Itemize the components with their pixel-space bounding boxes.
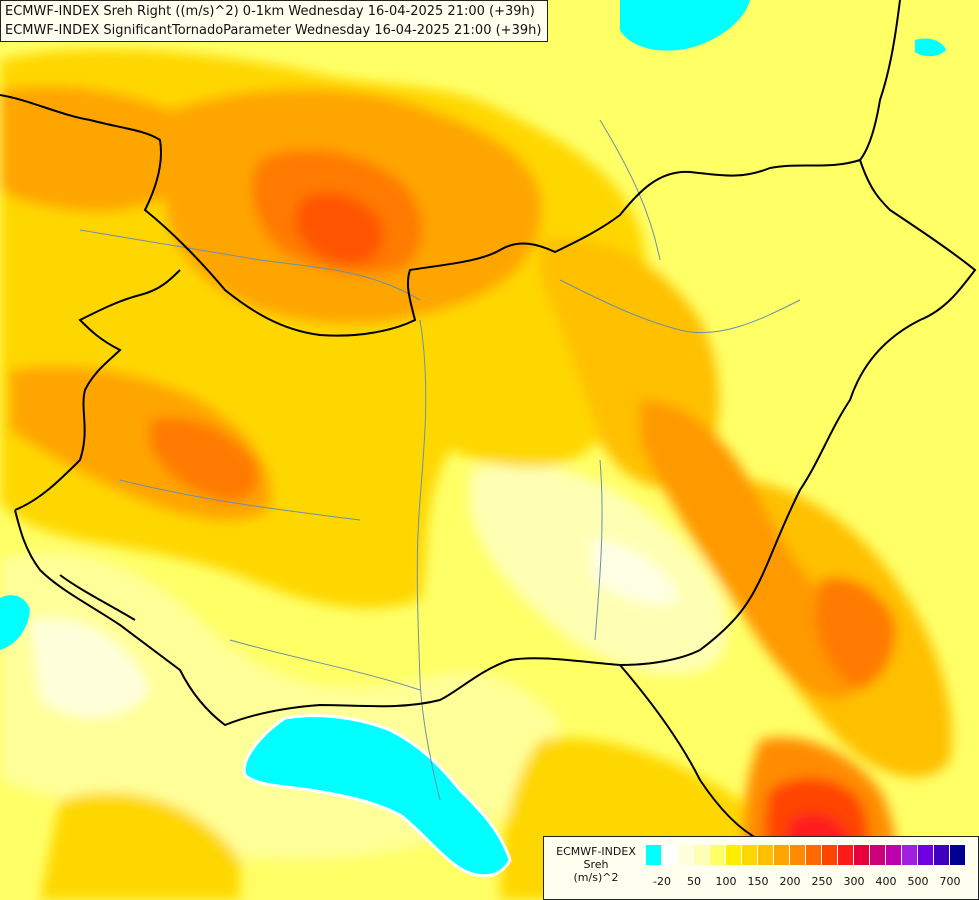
dark-orange-core-west <box>150 417 259 501</box>
map-title-box: ECMWF-INDEX Sreh Right ((m/s)^2) 0-1km W… <box>0 0 548 42</box>
legend-swatch-18 <box>934 845 950 865</box>
legend-swatch-6 <box>742 845 758 865</box>
border-southwest-2 <box>59 574 136 621</box>
legend-tick-9: 700 <box>939 875 961 888</box>
legend-swatch-8 <box>774 845 790 865</box>
legend-swatch-15 <box>886 845 902 865</box>
cyan-zone-northeast <box>915 38 946 57</box>
orange-zone-east <box>640 400 871 700</box>
border-southeast <box>619 664 761 841</box>
color-legend: ECMWF-INDEX Sreh (m/s)^2 -20 50 100 150 200 2… <box>543 836 979 900</box>
legend-tick-6: 300 <box>843 875 865 888</box>
legend-tick-3: 150 <box>747 875 769 888</box>
legend-title-line-3: (m/s)^2 <box>573 871 619 884</box>
border-northeast <box>859 0 901 161</box>
cyan-zone-lake <box>242 714 512 878</box>
legend-swatches <box>646 845 966 865</box>
legend-swatch-7 <box>758 845 774 865</box>
border-north <box>0 94 861 337</box>
legend-tick-2: 100 <box>715 875 737 888</box>
legend-tick-4: 200 <box>779 875 801 888</box>
legend-swatch-4 <box>710 845 726 865</box>
border-east <box>619 159 977 666</box>
legend-swatch-0 <box>646 845 662 865</box>
white-zone-center <box>590 540 680 604</box>
gold-zone-southwest <box>40 792 240 900</box>
legend-title: ECMWF-INDEX Sreh (m/s)^2 <box>548 845 644 884</box>
legend-swatch-16 <box>902 845 918 865</box>
legend-ticks: -20 50 100 150 200 250 300 400 500 700 <box>646 875 976 889</box>
legend-swatch-3 <box>694 845 710 865</box>
legend-swatch-12 <box>838 845 854 865</box>
legend-swatch-19 <box>950 845 966 865</box>
pale-zone-south <box>30 618 150 719</box>
legend-swatch-17 <box>918 845 934 865</box>
legend-swatch-9 <box>790 845 806 865</box>
cyan-zone-north <box>620 0 750 51</box>
orange-zone-northwest <box>0 86 196 212</box>
border-south <box>14 509 621 727</box>
legend-swatch-1 <box>662 845 678 865</box>
legend-title-line-1: ECMWF-INDEX <box>556 845 636 858</box>
legend-swatch-2 <box>678 845 694 865</box>
rivers <box>79 119 801 801</box>
title-line-2: ECMWF-INDEX SignificantTornadoParameter … <box>5 23 542 38</box>
legend-tick-1: 50 <box>687 875 701 888</box>
legend-tick-7: 400 <box>875 875 897 888</box>
legend-tick-8: 500 <box>907 875 929 888</box>
legend-tick-0: -20 <box>653 875 671 888</box>
negative-zones <box>0 0 946 878</box>
dark-orange-core-east <box>815 577 896 690</box>
legend-swatch-5 <box>726 845 742 865</box>
legend-tick-5: 250 <box>811 875 833 888</box>
title-line-1: ECMWF-INDEX Sreh Right ((m/s)^2) 0-1km W… <box>5 4 535 19</box>
legend-swatch-13 <box>854 845 870 865</box>
legend-swatch-14 <box>870 845 886 865</box>
border-west <box>14 269 181 511</box>
cyan-zone-west <box>0 595 30 650</box>
legend-swatch-10 <box>806 845 822 865</box>
legend-swatch-11 <box>822 845 838 865</box>
red-orange-core-north <box>295 192 384 265</box>
country-borders <box>0 0 977 841</box>
legend-title-line-2: Sreh <box>583 858 609 871</box>
